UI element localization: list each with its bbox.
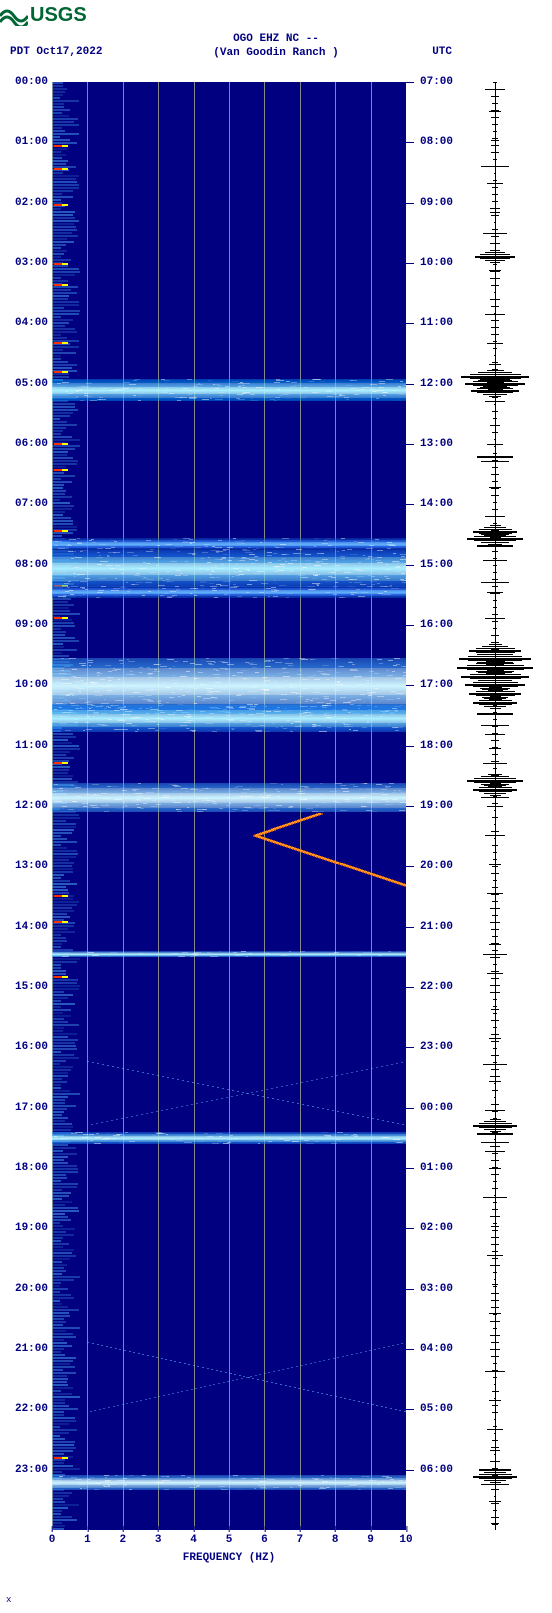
x-tick: 8 (332, 1534, 339, 1546)
left-tick: 10:00 (15, 679, 52, 691)
footer-mark: x (6, 1595, 11, 1605)
page: USGS OGO EHZ NC -- (Van Goodin Ranch ) P… (0, 0, 552, 1613)
right-tick: 07:00 (406, 76, 453, 88)
right-tick: 09:00 (406, 197, 453, 209)
right-tick: 04:00 (406, 1343, 453, 1355)
header-line1: OGO EHZ NC -- (0, 32, 552, 46)
usgs-logo-text: USGS (30, 4, 87, 27)
x-tick: 9 (367, 1534, 374, 1546)
left-tick: 00:00 (15, 76, 52, 88)
x-tick: 4 (190, 1534, 197, 1546)
right-tick: 20:00 (406, 860, 453, 872)
x-axis-label: FREQUENCY (HZ) (52, 1552, 406, 1564)
left-tick: 08:00 (15, 559, 52, 571)
right-tick: 22:00 (406, 981, 453, 993)
left-tick: 15:00 (15, 981, 52, 993)
right-tick: 19:00 (406, 800, 453, 812)
right-tick: 15:00 (406, 559, 453, 571)
left-tick: 04:00 (15, 317, 52, 329)
left-tick: 06:00 (15, 438, 52, 450)
left-tick: 23:00 (15, 1464, 52, 1476)
left-tick: 12:00 (15, 800, 52, 812)
left-tick: 02:00 (15, 197, 52, 209)
right-tick: 14:00 (406, 498, 453, 510)
right-tick: 17:00 (406, 679, 453, 691)
usgs-wave-icon (0, 4, 28, 26)
usgs-logo: USGS (0, 0, 104, 30)
right-tick: 21:00 (406, 921, 453, 933)
left-tick: 01:00 (15, 136, 52, 148)
right-tick: 01:00 (406, 1162, 453, 1174)
left-tick: 09:00 (15, 619, 52, 631)
x-tick: 1 (84, 1534, 91, 1546)
left-tick: 17:00 (15, 1102, 52, 1114)
x-tick: 10 (399, 1534, 412, 1546)
right-tick: 23:00 (406, 1041, 453, 1053)
left-tick: 20:00 (15, 1283, 52, 1295)
x-tick: 7 (296, 1534, 303, 1546)
left-tick: 07:00 (15, 498, 52, 510)
waveform-sidebar (455, 82, 535, 1530)
left-tick: 21:00 (15, 1343, 52, 1355)
right-tick: 02:00 (406, 1222, 453, 1234)
header-right: UTC (432, 46, 452, 58)
left-tick: 18:00 (15, 1162, 52, 1174)
right-tick: 00:00 (406, 1102, 453, 1114)
x-tick: 5 (226, 1534, 233, 1546)
left-tick: 16:00 (15, 1041, 52, 1053)
header-left: PDT Oct17,2022 (10, 46, 102, 58)
x-tick: 0 (49, 1534, 56, 1546)
left-tick: 19:00 (15, 1222, 52, 1234)
right-tick: 06:00 (406, 1464, 453, 1476)
right-tick: 05:00 (406, 1403, 453, 1415)
left-tick: 11:00 (15, 740, 52, 752)
x-tick: 6 (261, 1534, 268, 1546)
right-tick: 08:00 (406, 136, 453, 148)
right-tick: 10:00 (406, 257, 453, 269)
x-tick: 3 (155, 1534, 162, 1546)
right-tick: 18:00 (406, 740, 453, 752)
x-tick: 2 (119, 1534, 126, 1546)
left-tick: 13:00 (15, 860, 52, 872)
right-tick: 12:00 (406, 378, 453, 390)
left-tick: 14:00 (15, 921, 52, 933)
left-tick: 03:00 (15, 257, 52, 269)
spectrogram: 00:0001:0002:0003:0004:0005:0006:0007:00… (52, 82, 406, 1530)
right-tick: 03:00 (406, 1283, 453, 1295)
right-tick: 13:00 (406, 438, 453, 450)
left-tick: 05:00 (15, 378, 52, 390)
left-tick: 22:00 (15, 1403, 52, 1415)
right-tick: 11:00 (406, 317, 453, 329)
right-tick: 16:00 (406, 619, 453, 631)
